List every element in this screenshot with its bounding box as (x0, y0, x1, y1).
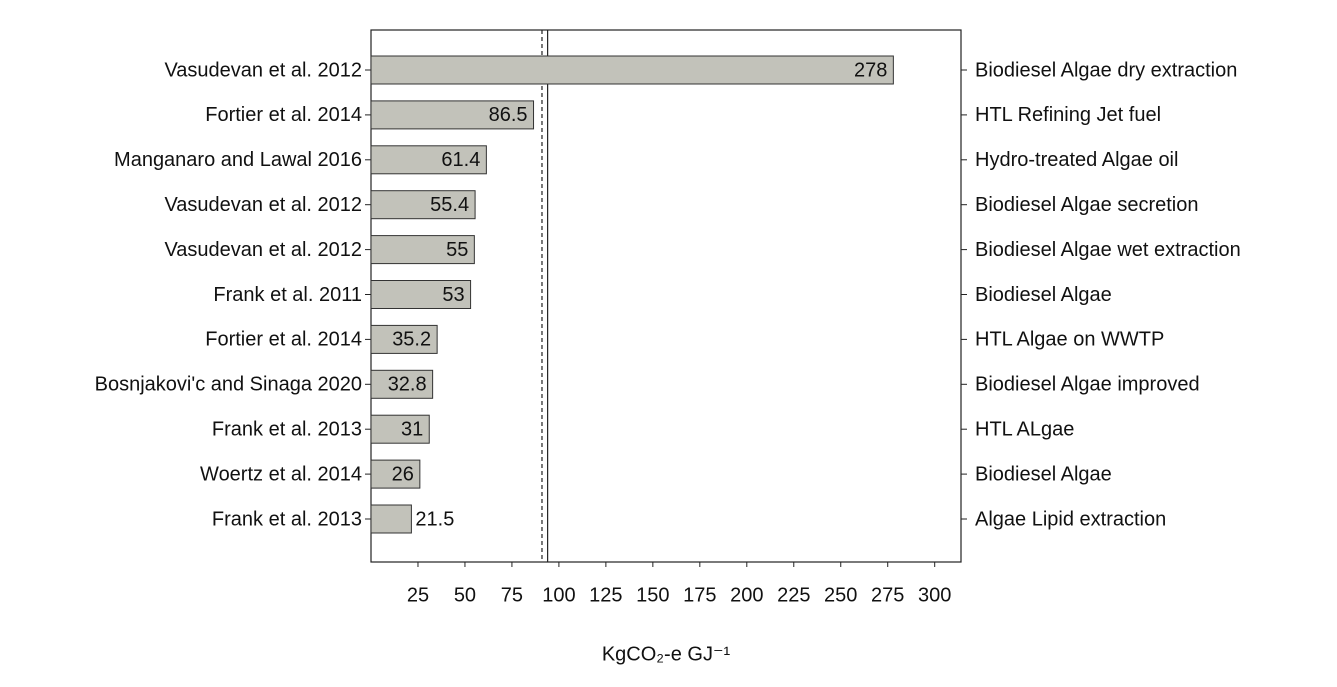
y-tick-label: Frank et al. 2011 (213, 284, 362, 306)
bar (370, 459, 421, 489)
value-label: 61.4 (441, 149, 480, 171)
right-label: Biodiesel Algae (975, 463, 1112, 485)
right-label: HTL Refining Jet fuel (975, 104, 1161, 126)
y-tick-label: Bosnjakovi'c and Sinaga 2020 (95, 374, 362, 396)
value-label: 31 (401, 418, 423, 440)
x-tick-label: 125 (589, 584, 622, 606)
bar (370, 55, 894, 85)
x-tick-label: 75 (501, 584, 523, 606)
value-label: 26 (392, 463, 414, 485)
right-label: Algae Lipid extraction (975, 508, 1166, 530)
y-tick-label: Vasudevan et al. 2012 (164, 59, 362, 81)
value-label: 55 (446, 239, 468, 261)
value-label: 86.5 (489, 104, 528, 126)
value-label: 278 (854, 59, 887, 81)
y-tick-label: Vasudevan et al. 2012 (164, 239, 362, 261)
bar (370, 235, 475, 265)
y-tick-label: Frank et al. 2013 (212, 508, 362, 530)
right-label: Biodiesel Algae improved (975, 374, 1200, 396)
value-label: 35.2 (392, 329, 431, 351)
x-tick-label: 100 (542, 584, 575, 606)
x-axis-label: KgCO₂-e GJ⁻¹ (602, 643, 731, 665)
bar (370, 504, 412, 534)
bar (370, 324, 438, 354)
x-tick-label: 25 (407, 584, 429, 606)
x-tick-label: 150 (636, 584, 669, 606)
x-tick-label: 275 (871, 584, 904, 606)
y-tick-label: Fortier et al. 2014 (205, 104, 362, 126)
right-label: HTL ALgae (975, 418, 1074, 440)
y-tick-label: Fortier et al. 2014 (205, 329, 362, 351)
right-label: Biodiesel Algae wet extraction (975, 239, 1241, 261)
y-tick-label: Vasudevan et al. 2012 (164, 194, 362, 216)
right-label: Hydro-treated Algae oil (975, 149, 1178, 171)
bar (370, 369, 434, 399)
x-tick-label: 50 (454, 584, 476, 606)
right-label: Biodiesel Algae (975, 284, 1112, 306)
right-label: HTL Algae on WWTP (975, 329, 1164, 351)
x-tick-label: 300 (918, 584, 951, 606)
value-label: 32.8 (388, 374, 427, 396)
x-tick-label: 225 (777, 584, 810, 606)
value-label: 21.5 (415, 508, 454, 530)
bar (370, 100, 535, 130)
value-label: 53 (442, 284, 464, 306)
bar (370, 145, 487, 175)
x-tick-label: 175 (683, 584, 716, 606)
right-label: Biodiesel Algae dry extraction (975, 59, 1237, 81)
right-label: Biodiesel Algae secretion (975, 194, 1198, 216)
bar (370, 190, 476, 220)
value-label: 55.4 (430, 194, 469, 216)
x-tick-label: 200 (730, 584, 763, 606)
y-tick-label: Woertz et al. 2014 (200, 463, 362, 485)
y-tick-label: Manganaro and Lawal 2016 (114, 149, 362, 171)
x-tick-label: 250 (824, 584, 857, 606)
bar (370, 280, 472, 309)
y-tick-label: Frank et al. 2013 (212, 418, 362, 440)
bar (370, 414, 430, 444)
